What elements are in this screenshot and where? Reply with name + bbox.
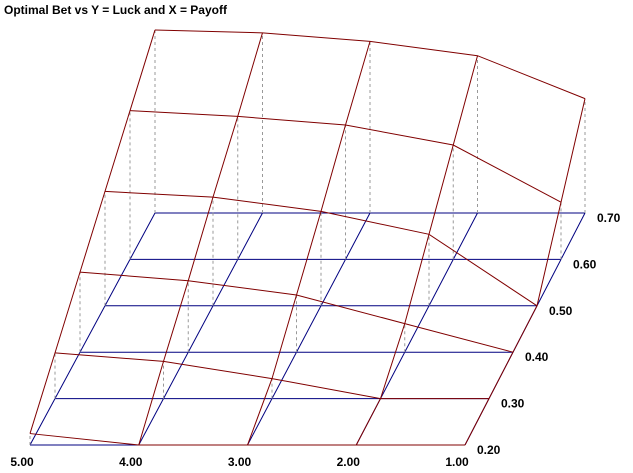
y-tick-label: 0.60 [573, 257, 597, 271]
surface-line [138, 32, 263, 446]
x-tick-label: 4.00 [119, 455, 143, 469]
x-tick-label: 2.00 [337, 455, 361, 469]
y-tick-label: 0.30 [501, 397, 525, 411]
x-tick-label: 1.00 [445, 455, 469, 469]
surface-line [154, 29, 586, 100]
floor-line [138, 212, 263, 446]
x-tick-label: 3.00 [228, 455, 252, 469]
surface-line [29, 433, 465, 446]
x-tick-label: 5.00 [10, 455, 34, 469]
surface-line [29, 29, 156, 434]
surface-line [104, 190, 538, 307]
surface-line [247, 41, 371, 446]
chart-title: Optimal Bet vs Y = Luck and X = Payoff [4, 3, 228, 17]
y-tick-label: 0.40 [525, 350, 549, 364]
floor-line [29, 212, 156, 446]
surface-line [464, 98, 586, 446]
floor-line [247, 212, 371, 446]
surface-line [355, 55, 478, 446]
y-tick-label: 0.50 [549, 304, 573, 318]
y-tick-label: 0.70 [597, 211, 621, 225]
y-tick-label: 0.20 [477, 443, 501, 457]
